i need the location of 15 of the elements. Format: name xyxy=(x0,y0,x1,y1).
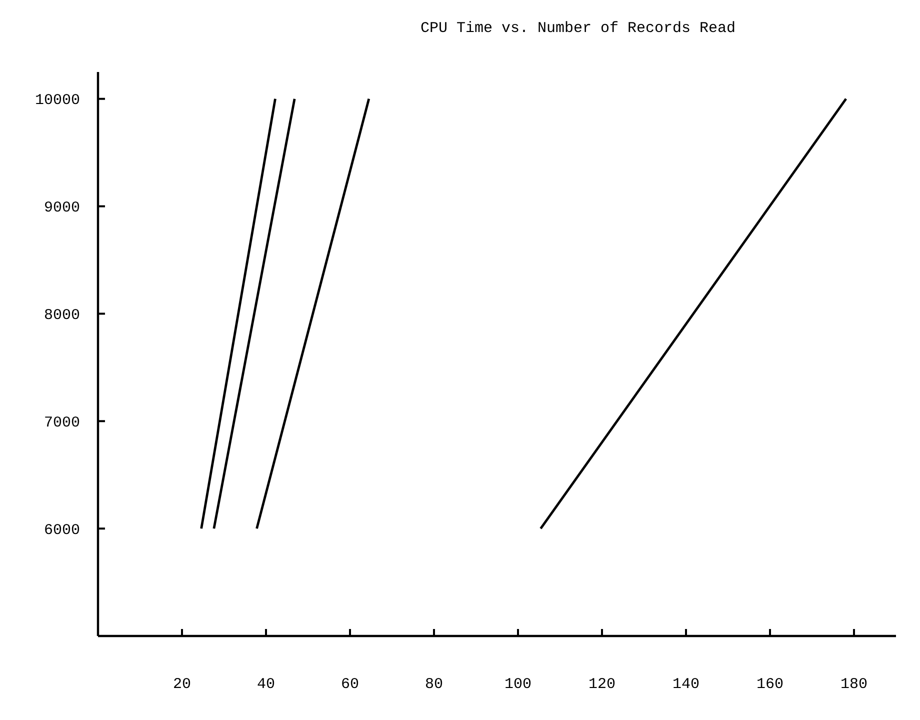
y-tick-label: 8000 xyxy=(44,306,80,324)
x-tick-label: 60 xyxy=(340,676,360,693)
y-tick-label: 10000 xyxy=(34,92,80,110)
x-tick-label: 180 xyxy=(840,676,868,693)
x-tick-label: 20 xyxy=(172,676,192,693)
y-tick-label: 6000 xyxy=(44,522,80,539)
x-tick-label: 100 xyxy=(504,676,532,693)
chart-title: CPU Time vs. Number of Records Read xyxy=(420,20,736,37)
x-tick-label: 120 xyxy=(588,676,616,693)
x-tick-label: 80 xyxy=(424,676,444,693)
x-tick-label: 40 xyxy=(256,676,276,693)
y-tick-label: 7000 xyxy=(44,414,80,432)
y-tick-label: 9000 xyxy=(44,200,80,217)
x-tick-label: 160 xyxy=(756,676,784,693)
x-tick-label: 140 xyxy=(672,676,700,693)
